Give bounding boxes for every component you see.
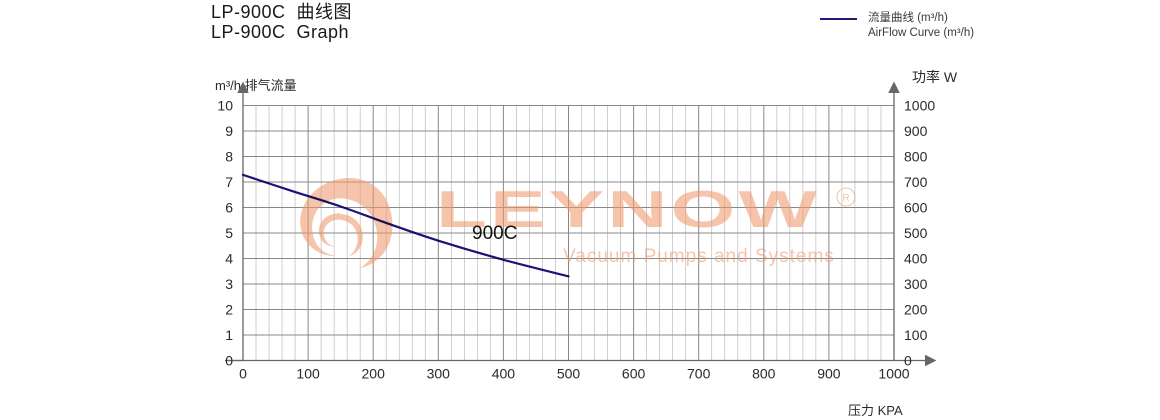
svg-text:100: 100 [296, 366, 320, 382]
svg-text:300: 300 [427, 366, 451, 382]
svg-text:2: 2 [225, 302, 233, 318]
svg-text:400: 400 [492, 366, 516, 382]
svg-text:200: 200 [362, 366, 386, 382]
svg-text:0: 0 [239, 366, 247, 382]
svg-text:3: 3 [225, 276, 233, 292]
svg-text:Vacuum Pumps and Systems: Vacuum Pumps and Systems [563, 246, 835, 267]
svg-text:600: 600 [622, 366, 646, 382]
svg-text:500: 500 [904, 225, 928, 241]
svg-text:700: 700 [904, 174, 928, 190]
svg-text:1000: 1000 [904, 98, 935, 114]
svg-text:100: 100 [904, 327, 928, 343]
svg-text:900C: 900C [472, 223, 517, 244]
svg-text:700: 700 [687, 366, 711, 382]
svg-text:400: 400 [904, 251, 928, 267]
svg-text:500: 500 [557, 366, 581, 382]
svg-text:6: 6 [225, 200, 233, 216]
svg-text:9: 9 [225, 123, 233, 139]
svg-text:200: 200 [904, 302, 928, 318]
svg-text:7: 7 [225, 174, 233, 190]
svg-text:0: 0 [225, 353, 233, 369]
svg-text:900: 900 [904, 123, 928, 139]
svg-text:5: 5 [225, 225, 233, 241]
svg-text:10: 10 [217, 98, 233, 114]
svg-text:300: 300 [904, 276, 928, 292]
svg-text:900: 900 [817, 366, 841, 382]
svg-text:800: 800 [904, 149, 928, 165]
svg-text:600: 600 [904, 200, 928, 216]
svg-text:1000: 1000 [878, 366, 909, 382]
svg-text:4: 4 [225, 251, 233, 267]
svg-text:1: 1 [225, 327, 233, 343]
svg-text:800: 800 [752, 366, 776, 382]
svg-text:8: 8 [225, 149, 233, 165]
svg-text:R: R [842, 193, 849, 204]
